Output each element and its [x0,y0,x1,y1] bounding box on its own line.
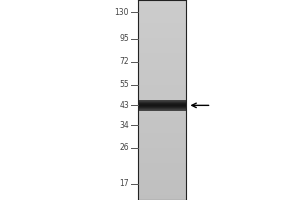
Text: 26: 26 [119,143,129,152]
Text: 43: 43 [119,101,129,110]
Text: 130: 130 [115,8,129,17]
Text: 95: 95 [119,34,129,43]
Text: 55: 55 [119,80,129,89]
Text: 17: 17 [119,179,129,188]
Text: 34: 34 [119,121,129,130]
Text: 72: 72 [119,57,129,66]
